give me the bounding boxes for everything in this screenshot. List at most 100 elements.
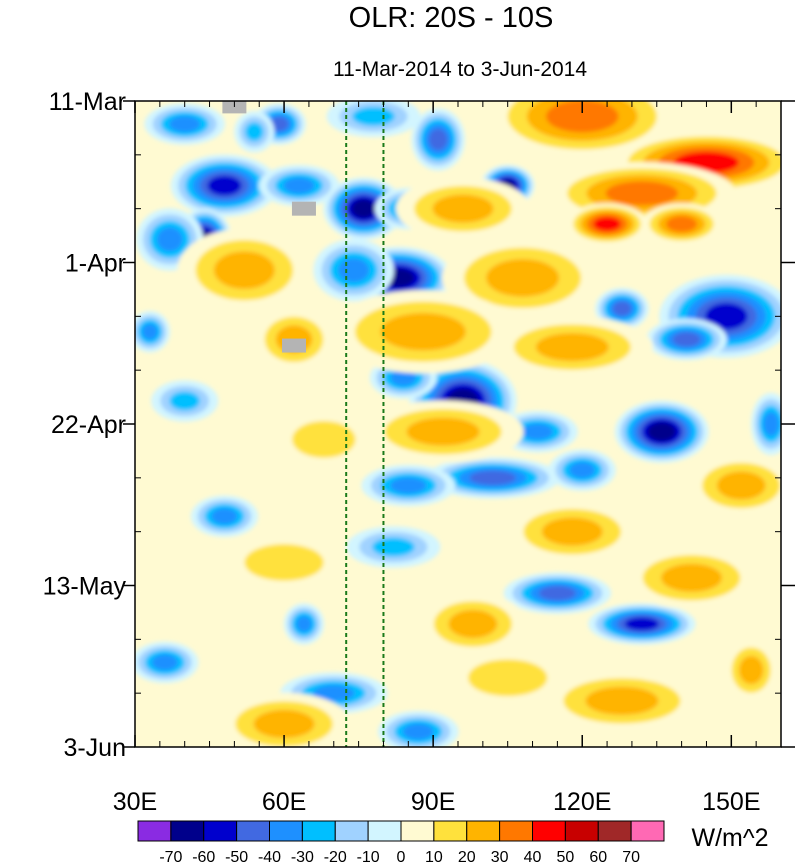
anomaly-cell	[170, 154, 279, 217]
missing-data-layer	[222, 101, 316, 353]
olr-field	[135, 101, 781, 747]
anomaly-cell	[724, 638, 779, 702]
anomaly-contour	[402, 723, 434, 740]
colorbar-box	[170, 820, 205, 842]
anomaly-cell	[135, 310, 171, 353]
x-axis: 30E 60E 90E 120E 150E	[113, 101, 761, 816]
anomaly-cell	[346, 526, 441, 568]
anomaly-contour	[211, 508, 238, 525]
anomaly-cell	[641, 203, 722, 245]
anomaly-contour	[569, 462, 596, 479]
colorbar-label: -50	[225, 849, 248, 863]
anomaly-contour	[380, 312, 466, 351]
colorbar-box	[203, 820, 238, 842]
y-tick-label: 11-Mar	[49, 88, 126, 116]
anomaly-contour	[593, 216, 621, 232]
colorbar-box	[564, 820, 599, 842]
anomaly-cell	[595, 287, 649, 330]
anomaly-cell	[505, 500, 640, 563]
colorbar-label: -60	[192, 849, 215, 863]
anomaly-contour	[666, 216, 698, 233]
anomaly-cell	[151, 380, 219, 422]
anomaly-contour	[612, 301, 632, 316]
anomaly-cell	[646, 318, 727, 361]
colorbar-box	[334, 820, 369, 842]
anomaly-contour	[585, 686, 659, 715]
colorbar-box	[137, 820, 172, 842]
colorbar-box	[433, 820, 468, 842]
anomaly-cell	[258, 164, 340, 207]
colorbar-box	[400, 820, 435, 842]
anomaly-cell	[614, 400, 709, 463]
anomaly-cell	[566, 203, 648, 245]
anomaly-cell	[216, 531, 352, 594]
anomaly-contour	[468, 659, 548, 697]
anomaly-contour	[313, 685, 355, 702]
colorbar-label: -20	[324, 849, 347, 863]
colorbar-box	[597, 820, 632, 842]
anomaly-cell	[234, 110, 275, 153]
colorbar-box	[466, 820, 501, 842]
anomaly-contour	[169, 391, 200, 411]
anomaly-cell	[135, 641, 199, 684]
anomaly-cell	[270, 408, 378, 471]
anomaly-contour	[469, 470, 516, 485]
chart-subtitle: 11-Mar-2014 to 3-Jun-2014	[333, 58, 587, 81]
anomaly-cell	[687, 454, 781, 517]
anomaly-cell	[488, 101, 677, 158]
anomaly-cell	[425, 457, 560, 499]
anomaly-cell	[135, 546, 239, 609]
anomaly-contour	[406, 417, 480, 446]
anomaly-contour	[292, 421, 356, 458]
anomaly-contour	[244, 544, 324, 581]
colorbar-label: 40	[524, 849, 542, 863]
anomaly-contour	[135, 546, 239, 609]
anomaly-cell	[313, 239, 394, 302]
anomaly-contour	[624, 617, 659, 631]
anomaly-cell	[411, 108, 465, 171]
reference-lines	[345, 101, 385, 747]
anomaly-cell	[329, 290, 518, 374]
y-tick-label: 3-Jun	[63, 734, 126, 762]
anomaly-contour	[296, 615, 312, 632]
x-tick-label: 30E	[113, 788, 157, 816]
x-tick-label: 150E	[702, 788, 760, 816]
anomaly-contour	[156, 227, 183, 252]
anomaly-cell	[624, 546, 759, 609]
colorbar-label: 10	[425, 849, 443, 863]
colorbar-label: -10	[357, 849, 380, 863]
anomaly-cell	[442, 236, 604, 320]
anomaly-contour	[546, 101, 619, 133]
anomaly-cell	[362, 400, 524, 463]
missing-data-patch	[282, 338, 307, 353]
x-tick-label: 90E	[411, 788, 455, 816]
anomaly-contour	[538, 586, 576, 601]
anomaly-cell	[326, 101, 421, 138]
y-tick-label: 13-May	[43, 573, 127, 601]
anomaly-cell	[177, 228, 312, 312]
anomaly-contour	[351, 199, 376, 218]
x-tick-label: 120E	[553, 788, 611, 816]
colorbar-label: 0	[397, 849, 406, 863]
colorbar-label: 30	[491, 849, 509, 863]
colorbar-label: -70	[159, 849, 182, 863]
anomaly-contour	[245, 122, 264, 142]
anomaly-cell	[503, 572, 612, 614]
anomaly-cell	[491, 315, 653, 379]
anomaly-cell	[588, 603, 696, 645]
colorbar-label: 70	[622, 849, 640, 863]
anomaly-cell	[190, 495, 258, 538]
colorbar-label: 20	[458, 849, 476, 863]
anomaly-contour	[672, 332, 701, 347]
anomaly-contour	[142, 323, 158, 340]
chart-title: OLR: 20S - 10S	[349, 2, 554, 34]
anomaly-cell	[548, 449, 616, 491]
anomaly-contour	[522, 423, 554, 440]
anomaly-cell	[378, 710, 459, 747]
anomaly-contour	[605, 181, 679, 206]
units-label: W/m^2	[691, 824, 768, 852]
plot-area	[135, 101, 781, 747]
colorbar-box	[532, 820, 566, 842]
anomaly-contour	[705, 303, 748, 330]
anomaly-contour	[535, 332, 609, 362]
